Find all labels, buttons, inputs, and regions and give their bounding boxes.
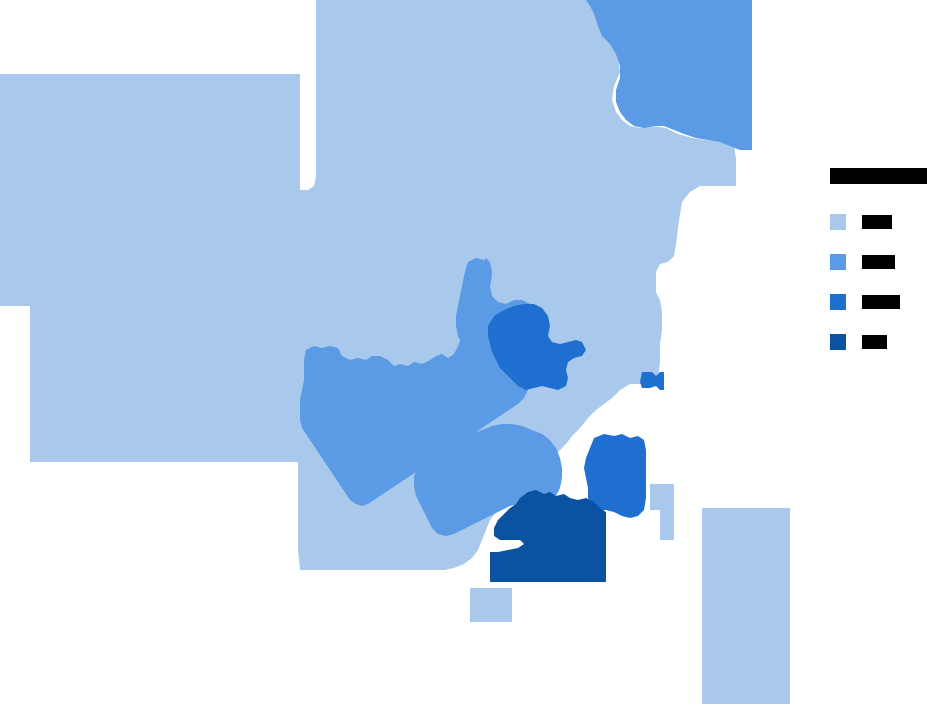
legend-label-class-3 xyxy=(862,295,900,309)
region-south-core-darkest[interactable] xyxy=(490,490,606,582)
legend-item-2[interactable] xyxy=(830,254,927,270)
map-legend xyxy=(830,168,927,374)
legend-label-class-4 xyxy=(862,335,887,349)
map-class-2-group xyxy=(300,0,752,536)
region-east-sliver[interactable] xyxy=(650,484,674,540)
region-southeast-inset-panel[interactable] xyxy=(702,508,790,704)
choropleth-map xyxy=(0,0,790,704)
legend-title-redacted xyxy=(830,168,927,184)
legend-label-class-1 xyxy=(862,215,892,229)
region-south-outlier-small[interactable] xyxy=(470,588,512,622)
legend-item-4[interactable] xyxy=(830,334,927,350)
map-class-4-group xyxy=(490,490,606,582)
region-west-small-square[interactable] xyxy=(300,464,316,494)
region-central-south-band[interactable] xyxy=(414,424,562,536)
legend-swatch-class-3 xyxy=(830,294,846,310)
region-northwest-block[interactable] xyxy=(0,74,308,462)
map-class-3-group xyxy=(488,304,664,518)
legend-item-3[interactable] xyxy=(830,294,927,310)
region-southeast-mid[interactable] xyxy=(584,434,646,518)
region-center-core[interactable] xyxy=(488,304,586,390)
legend-swatch-class-1 xyxy=(830,214,846,230)
legend-swatch-class-4 xyxy=(830,334,846,350)
region-northeast-upper[interactable] xyxy=(586,0,752,150)
legend-item-1[interactable] xyxy=(830,214,927,230)
legend-label-class-2 xyxy=(862,255,895,269)
region-east-enclave-small[interactable] xyxy=(640,372,664,390)
map-svg xyxy=(0,0,790,704)
legend-swatch-class-2 xyxy=(830,254,846,270)
